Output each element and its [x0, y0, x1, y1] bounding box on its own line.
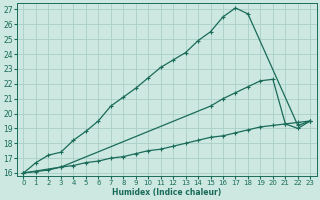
X-axis label: Humidex (Indice chaleur): Humidex (Indice chaleur): [112, 188, 221, 197]
